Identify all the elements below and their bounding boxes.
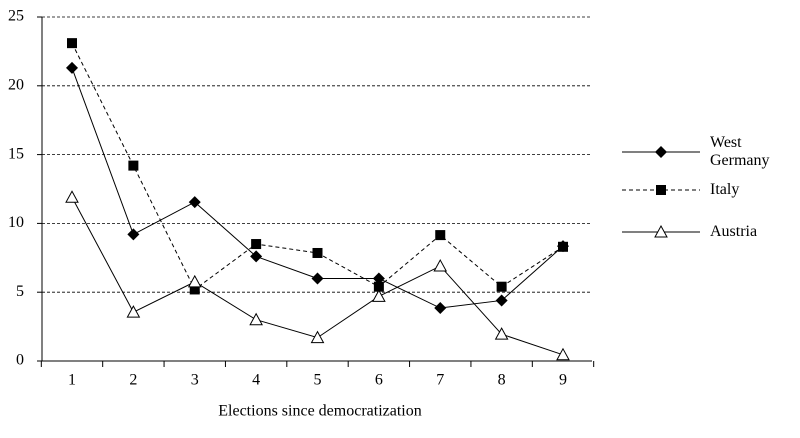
marker (558, 241, 568, 252)
marker (251, 239, 262, 250)
marker (311, 272, 324, 285)
marker (65, 190, 79, 203)
x-tick-label: 6 (375, 372, 383, 389)
x-tick-label: 3 (191, 372, 199, 389)
y-tick-label: 0 (16, 352, 24, 369)
legend-label: Italy (710, 181, 740, 198)
marker (434, 302, 447, 315)
marker (495, 294, 508, 307)
x-tick-label: 2 (129, 372, 137, 389)
marker (128, 160, 139, 171)
y-tick-label: 10 (8, 214, 24, 231)
marker (494, 327, 509, 340)
marker (372, 272, 385, 285)
x-tick-label: 4 (252, 372, 260, 389)
marker (373, 281, 384, 292)
y-tick-label: 15 (8, 145, 24, 162)
marker (655, 146, 667, 158)
legend-label: Austria (710, 223, 758, 240)
x-axis-label: Elections since democratization (218, 403, 421, 420)
marker (250, 250, 263, 263)
marker (67, 38, 77, 49)
x-tick-label: 5 (314, 372, 322, 389)
marker (656, 185, 666, 195)
marker (654, 224, 668, 238)
marker (556, 347, 570, 361)
y-tick-label: 25 (8, 8, 24, 25)
x-tick-label: 1 (68, 372, 76, 389)
marker (433, 259, 448, 272)
marker (66, 61, 78, 74)
marker (189, 284, 200, 295)
marker (188, 196, 201, 209)
x-tick-label: 8 (498, 372, 506, 389)
marker (249, 312, 263, 326)
marker (310, 330, 325, 344)
y-tick-label: 5 (16, 283, 24, 300)
marker (127, 228, 140, 241)
marker (496, 281, 507, 292)
x-tick-label: 7 (436, 372, 444, 389)
legend-label: West Germany (710, 134, 770, 169)
y-tick-label: 20 (8, 76, 24, 93)
x-tick-label: 9 (559, 372, 567, 389)
marker (126, 305, 141, 318)
marker (372, 289, 386, 302)
marker (312, 247, 323, 258)
series-line (71, 67, 564, 309)
marker (435, 230, 446, 241)
marker (187, 274, 202, 288)
